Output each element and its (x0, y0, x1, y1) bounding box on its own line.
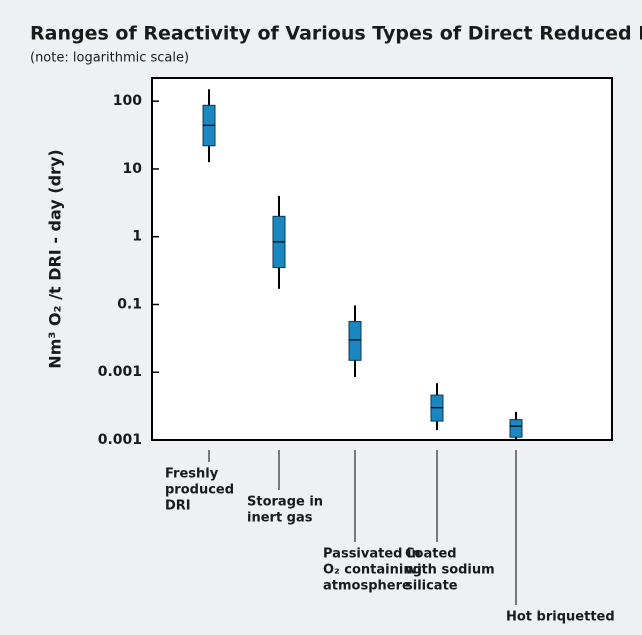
y-tick-label: 0.001 (98, 432, 142, 448)
x-tick-label: with sodium (405, 563, 495, 578)
box (509, 419, 523, 438)
x-tick-label: Hot briquetted (506, 610, 615, 625)
chart-title: Ranges of Reactivity of Various Types of… (30, 23, 642, 45)
x-tick-label: Coated (405, 547, 457, 562)
plot-area (151, 77, 613, 441)
x-tick-label: silicate (405, 579, 458, 594)
y-tick-label: 0.001 (98, 364, 142, 380)
x-tick-label: DRI (165, 499, 191, 514)
x-tick-label: Passivated in (323, 547, 421, 562)
box (348, 321, 362, 361)
x-tick-label: produced (165, 483, 234, 498)
x-tick-label: atmosphere (323, 579, 411, 594)
x-tick-label: Storage in (247, 495, 323, 510)
chart-subtitle: (note: logarithmic scale) (30, 51, 189, 66)
y-tick-label: 10 (123, 161, 143, 177)
y-axis-label: Nm³ O₂ /t DRI - day (dry) (46, 149, 65, 368)
x-tick-label: O₂ containing (323, 563, 422, 578)
x-tick-label: Freshly (165, 467, 219, 482)
x-tick-label: inert gas (247, 511, 313, 526)
y-tick-label: 100 (113, 93, 142, 109)
y-tick-label: 1 (132, 229, 142, 245)
y-tick-label: 0.1 (117, 296, 142, 312)
